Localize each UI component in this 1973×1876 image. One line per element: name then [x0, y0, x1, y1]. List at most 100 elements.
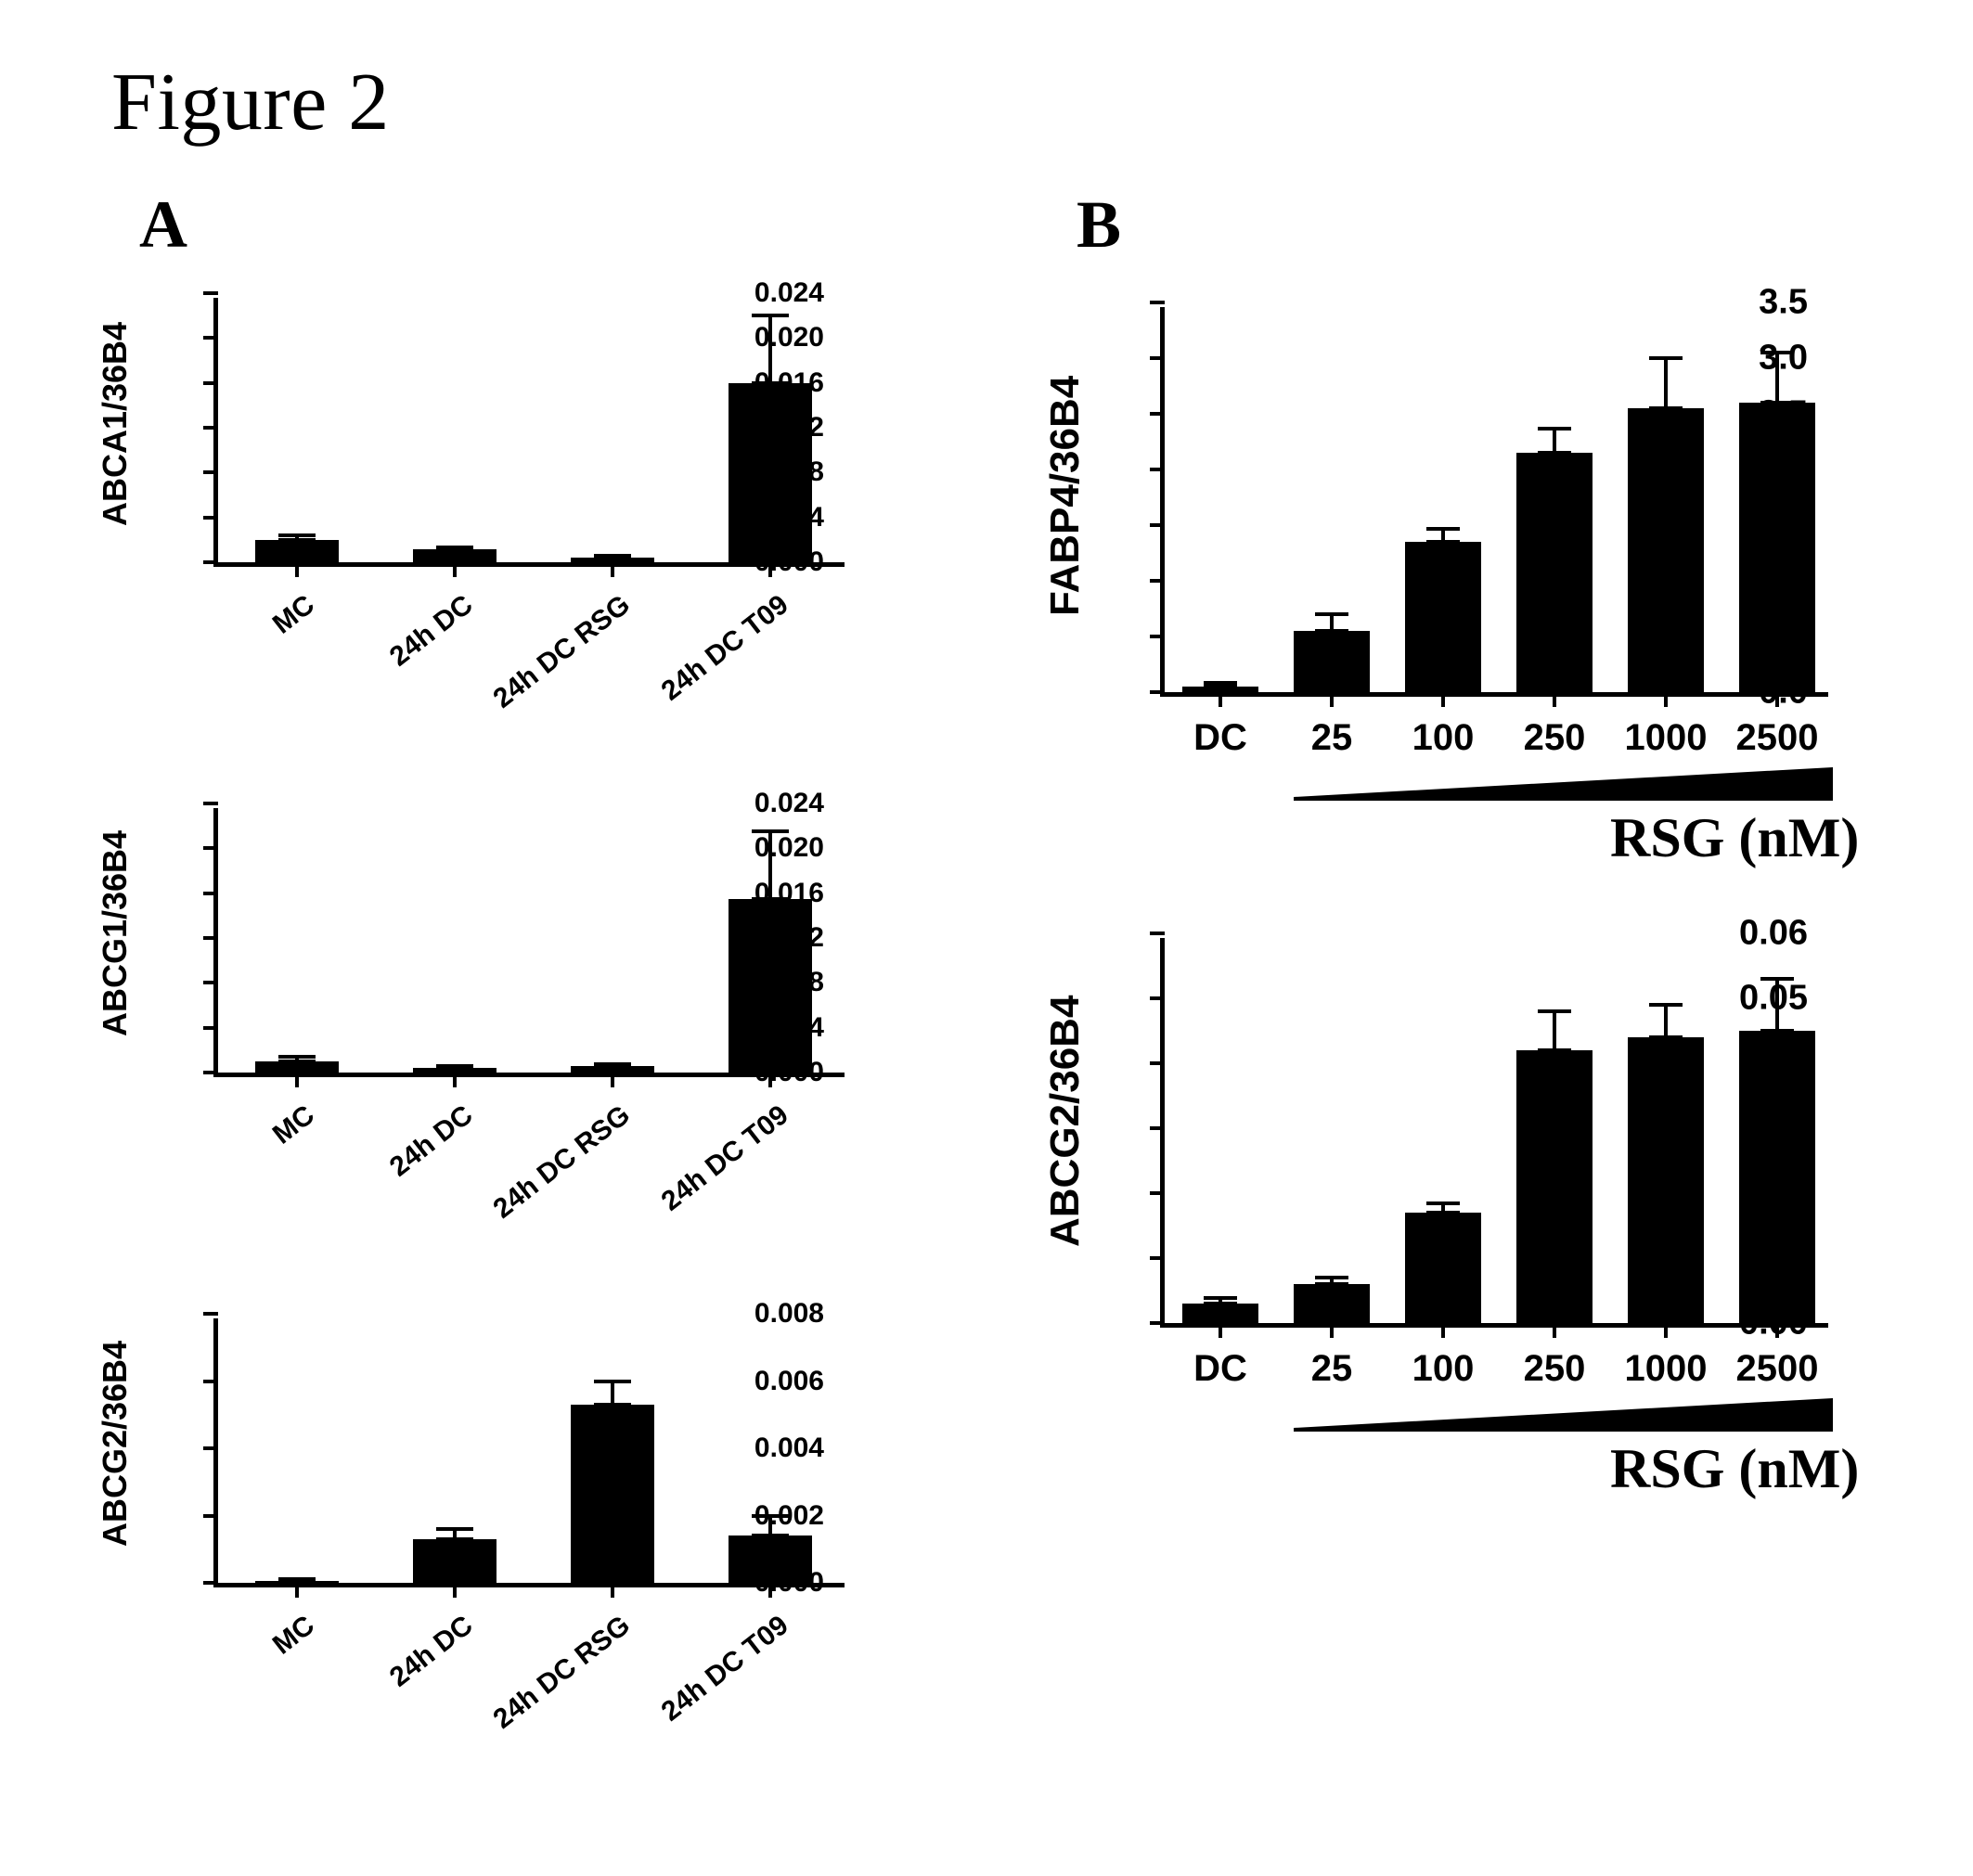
x-tick — [1441, 692, 1445, 707]
x-label: 24h DC T09 — [655, 1610, 794, 1728]
x-tick — [453, 562, 457, 577]
y-tick — [1150, 1191, 1165, 1195]
y-tick — [1150, 356, 1165, 360]
error-cap — [1538, 427, 1572, 430]
x-tick — [1441, 1323, 1445, 1338]
figure-page: Figure 2 A B 0.0000.0040.0080.0120.0160.… — [0, 0, 1973, 1876]
error-cap — [436, 1527, 474, 1531]
x-axis-title: RSG (nM) — [1610, 806, 1859, 870]
x-tick — [295, 1073, 299, 1087]
figure-title: Figure 2 — [111, 56, 1899, 149]
plot-area: 0.0000.0020.0040.0060.008ABCG2/36B4MC24h… — [213, 1318, 845, 1587]
error-bar — [1553, 429, 1556, 453]
error-cap — [1204, 685, 1238, 688]
y-tick — [203, 291, 218, 295]
error-cap — [1649, 1003, 1683, 1007]
bar — [1739, 1031, 1815, 1323]
error-bar — [1664, 358, 1668, 408]
chart-B2: 0.000.010.020.030.040.050.06ABCG2/36B4DC… — [1021, 938, 1856, 1328]
bar — [1182, 1304, 1258, 1323]
x-label: MC — [267, 1099, 321, 1151]
dose-gradient-wedge — [1294, 767, 1833, 801]
x-label: 2500 — [1722, 1348, 1833, 1390]
error-cap — [1538, 451, 1572, 455]
error-cap — [1760, 977, 1795, 981]
y-tick — [1150, 579, 1165, 583]
error-cap — [752, 1534, 790, 1537]
panel-a: 0.0000.0040.0080.0120.0160.0200.024ABCA1… — [74, 298, 909, 1866]
plot-area: 0.00.51.01.52.02.53.03.5FABP4/36B4DC2510… — [1160, 307, 1828, 697]
y-tick — [203, 381, 218, 385]
bar — [1516, 453, 1593, 692]
error-cap — [1315, 612, 1349, 616]
bar — [1628, 408, 1704, 692]
error-cap — [1315, 1282, 1349, 1286]
error-cap — [1760, 351, 1795, 354]
x-tick — [1553, 1323, 1556, 1338]
y-tick-label: 0.06 — [1739, 914, 1808, 954]
dose-gradient-wedge — [1294, 1398, 1833, 1432]
y-tick-label: 0.004 — [754, 1433, 824, 1464]
x-tick — [453, 1073, 457, 1087]
chart-A1: 0.0000.0040.0080.0120.0160.0200.024ABCA1… — [74, 298, 909, 567]
bar — [413, 1539, 496, 1583]
error-cap — [1649, 406, 1683, 410]
x-label: 24h DC RSG — [488, 1610, 637, 1736]
x-tick — [611, 562, 614, 577]
bar — [413, 549, 496, 563]
x-label: 100 — [1387, 717, 1499, 759]
error-bar — [1775, 353, 1779, 403]
error-cap — [278, 533, 316, 537]
x-label: 24h DC — [384, 1099, 479, 1183]
x-label: 250 — [1499, 717, 1610, 759]
y-tick-label: 3.0 — [1759, 339, 1808, 379]
x-tick — [611, 1583, 614, 1598]
x-label: 25 — [1276, 1348, 1387, 1390]
error-bar — [768, 315, 772, 383]
plot-area: 0.0000.0040.0080.0120.0160.0200.024ABCA1… — [213, 298, 845, 567]
x-tick — [1330, 692, 1334, 707]
x-tick — [295, 562, 299, 577]
error-cap — [752, 897, 790, 901]
y-tick — [203, 336, 218, 340]
y-tick — [203, 1071, 218, 1074]
x-label: 24h DC — [384, 1610, 479, 1693]
y-tick — [1150, 1321, 1165, 1325]
y-tick — [1150, 301, 1165, 304]
y-tick — [1150, 1126, 1165, 1130]
x-label: 100 — [1387, 1348, 1499, 1390]
y-axis-label: ABCA1/36B4 — [96, 322, 135, 526]
y-tick — [1150, 635, 1165, 638]
y-tick — [203, 560, 218, 564]
y-tick-label: 0.006 — [754, 1366, 824, 1397]
y-tick — [203, 802, 218, 805]
y-tick — [203, 516, 218, 520]
x-axis-title: RSG (nM) — [1610, 1437, 1859, 1501]
error-bar — [1553, 1011, 1556, 1050]
y-axis-label: ABCG1/36B4 — [96, 830, 135, 1036]
y-tick — [1150, 690, 1165, 694]
x-label: 1000 — [1610, 717, 1722, 759]
bar — [1294, 1284, 1370, 1323]
y-tick — [203, 1380, 218, 1383]
y-tick — [203, 936, 218, 940]
error-cap — [1315, 629, 1349, 633]
y-tick — [203, 846, 218, 850]
x-label: 24h DC — [384, 589, 479, 673]
x-tick — [768, 1583, 772, 1598]
error-cap — [278, 1060, 316, 1063]
bar — [255, 540, 339, 562]
x-tick — [1775, 1323, 1779, 1338]
y-tick-label: 0.020 — [754, 322, 824, 353]
y-tick — [1150, 468, 1165, 471]
x-label: MC — [267, 1610, 321, 1662]
bar — [729, 899, 812, 1073]
error-cap — [752, 1514, 790, 1518]
x-tick — [453, 1583, 457, 1598]
bar — [1739, 403, 1815, 692]
y-tick — [1150, 1256, 1165, 1260]
chart-A3: 0.0000.0020.0040.0060.008ABCG2/36B4MC24h… — [74, 1318, 909, 1587]
x-label: 250 — [1499, 1348, 1610, 1390]
error-bar — [1775, 979, 1779, 1031]
y-tick-label: 3.5 — [1759, 283, 1808, 323]
